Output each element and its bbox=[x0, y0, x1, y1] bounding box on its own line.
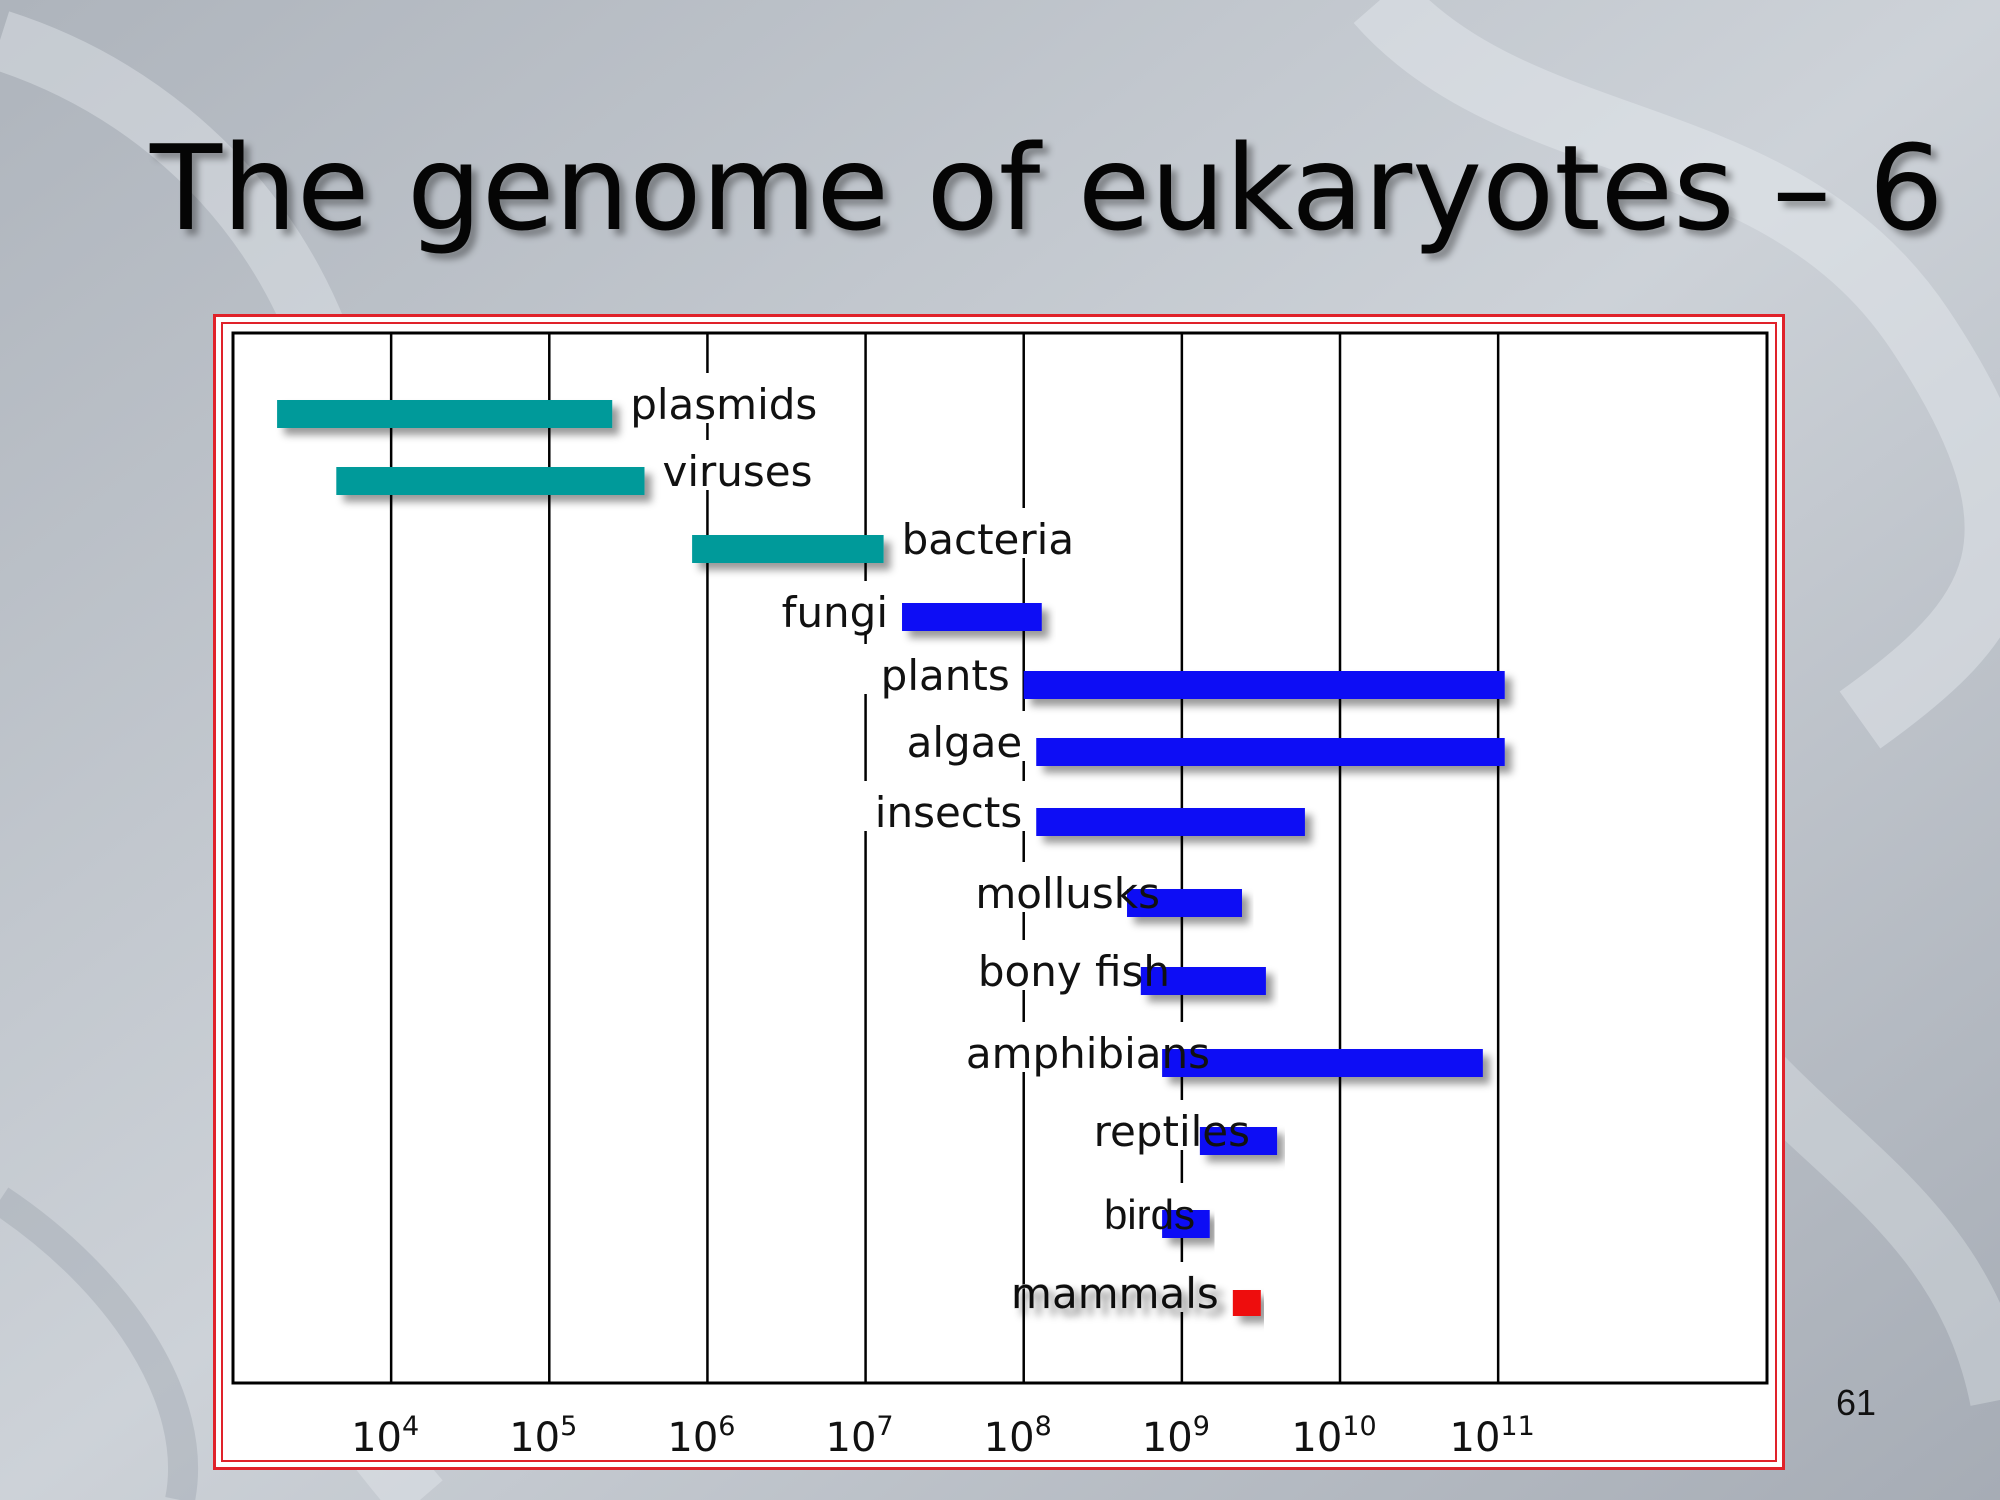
bar-plasmids bbox=[277, 400, 613, 428]
page-number: 61 bbox=[1836, 1382, 1877, 1423]
bar-birds bbox=[1162, 1210, 1210, 1238]
bar-viruses bbox=[336, 467, 645, 495]
label-backing-algae bbox=[887, 711, 1029, 761]
bar-label-bony-fish: bony fish bbox=[978, 947, 1170, 996]
bar-label-algae: algae bbox=[907, 718, 1023, 767]
label-backing-insects bbox=[837, 781, 1029, 831]
tick-label-1e11: 1011 bbox=[1450, 1411, 1535, 1461]
tick-label-1e5: 105 bbox=[509, 1411, 577, 1461]
label-backing-viruses bbox=[656, 440, 848, 490]
tick-label-1e7: 107 bbox=[826, 1411, 894, 1461]
bars bbox=[277, 400, 1505, 1316]
label-backing-plants bbox=[849, 644, 1016, 694]
bar-reptiles bbox=[1199, 1127, 1278, 1155]
bar-fungi bbox=[902, 603, 1042, 631]
bar-label-birds: birds bbox=[1104, 1191, 1195, 1238]
bar-label-mammals: mammals bbox=[1011, 1269, 1219, 1318]
label-masks bbox=[624, 373, 1256, 1312]
label-backing-plasmids bbox=[624, 373, 841, 423]
bar-label-plasmids: plasmids bbox=[630, 380, 817, 429]
label-backing-fungi bbox=[753, 581, 895, 631]
bar-amphibians bbox=[1162, 1049, 1483, 1077]
chart-frame-inner-border bbox=[221, 322, 1777, 1462]
tick-label-1e6: 106 bbox=[667, 1411, 735, 1461]
label-backing-mammals bbox=[1033, 1262, 1225, 1312]
bar-label-reptiles: reptiles bbox=[1094, 1107, 1250, 1156]
bar-mollusks bbox=[1127, 889, 1242, 917]
bar-label-bacteria: bacteria bbox=[902, 515, 1074, 564]
bar-bony-fish bbox=[1140, 967, 1266, 995]
bar-label-mollusks: mollusks bbox=[975, 869, 1160, 918]
label-backing-bony-fish bbox=[935, 940, 1176, 990]
bar-label-insects: insects bbox=[875, 788, 1022, 837]
bar-algae bbox=[1036, 738, 1505, 766]
tick-label-1e4: 104 bbox=[351, 1411, 419, 1461]
bar-label-viruses: viruses bbox=[663, 447, 813, 496]
bar-labels: plasmids viruses bacteria fungi plants algae i… bbox=[630, 380, 1250, 1319]
label-backing-bacteria bbox=[895, 508, 1112, 558]
bar-insects bbox=[1036, 808, 1305, 836]
tick-label-1e8: 108 bbox=[984, 1411, 1052, 1461]
bar-label-fungi: fungi bbox=[782, 588, 888, 637]
bar-mammals bbox=[1232, 1290, 1261, 1316]
tick-label-1e10: 1010 bbox=[1291, 1411, 1376, 1461]
tick-labels: 104 105 106 107 108 109 1010 1011 bbox=[351, 1411, 1535, 1461]
grid-lines bbox=[389, 333, 1500, 1383]
bar-bacteria bbox=[692, 535, 884, 563]
bar-label-plants: plants bbox=[881, 651, 1010, 700]
tick-label-1e9: 109 bbox=[1142, 1411, 1210, 1461]
bar-plants bbox=[1023, 671, 1505, 699]
bar-label-amphibians: amphibians bbox=[966, 1029, 1210, 1078]
slide-title: The genome of eukaryotes – 6 bbox=[150, 119, 1944, 257]
